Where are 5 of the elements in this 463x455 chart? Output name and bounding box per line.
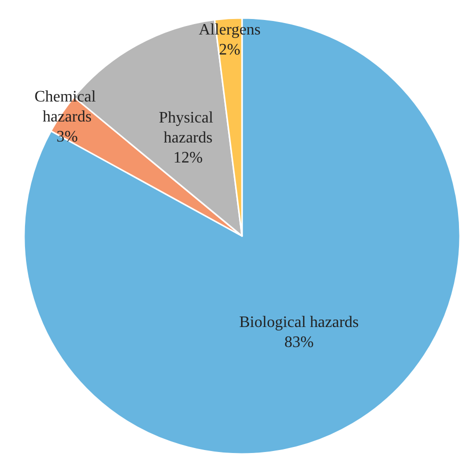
slice-label: Biological hazards bbox=[239, 314, 359, 331]
data-label: 12% bbox=[173, 149, 203, 166]
data-label: 2% bbox=[219, 42, 240, 59]
slice-label: Physical hazards bbox=[158, 109, 218, 146]
data-label: 83% bbox=[284, 334, 314, 351]
